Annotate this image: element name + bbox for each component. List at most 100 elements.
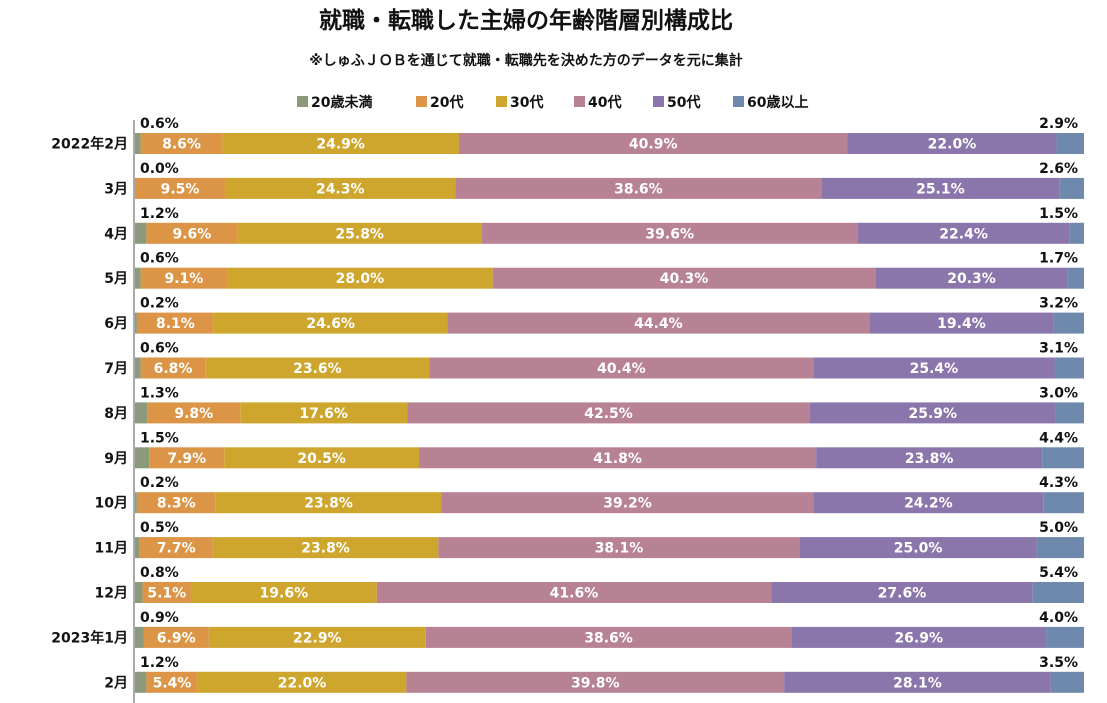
bar-segment-6-5: [1055, 402, 1084, 424]
data-label-8-1: 8.3%: [157, 496, 196, 512]
bar-segment-8-4: [813, 492, 1044, 514]
legend-label-3: 40代: [588, 94, 621, 111]
data-label-2-0: 1.2%: [140, 206, 179, 222]
data-label-4-2: 24.6%: [306, 316, 355, 332]
data-label-2-3: 39.6%: [645, 226, 694, 242]
bar-segment-5-1: [140, 357, 206, 379]
bar-segment-2-5: [1069, 222, 1084, 244]
bar-segment-11-4: [791, 626, 1047, 648]
data-label-12-3: 39.8%: [571, 675, 620, 691]
data-label-5-3: 40.4%: [597, 361, 646, 377]
category-label-5: 7月: [104, 361, 128, 377]
bar-segment-10-3: [376, 582, 772, 603]
bar-segment-1-3: [455, 177, 822, 199]
chart-subtitle: ※しゅふＪＯＢを通じて就職・転職先を決めた方のデータを元に集計: [309, 52, 743, 69]
data-label-9-5: 5.0%: [1039, 520, 1078, 536]
bar-segment-12-5: [1050, 671, 1084, 693]
bar-segment-2-0: [135, 222, 147, 244]
bar-segment-6-2: [240, 402, 408, 424]
bar-segment-7-1: [149, 447, 225, 469]
bar-segment-3-0: [135, 267, 141, 289]
data-label-0-0: 0.6%: [140, 116, 179, 132]
bar-segment-1-4: [821, 177, 1060, 199]
category-label-7: 9月: [104, 451, 128, 467]
data-label-2-2: 25.8%: [335, 226, 384, 242]
data-label-4-1: 8.1%: [156, 316, 195, 332]
bar-segment-2-2: [237, 222, 482, 244]
data-label-7-3: 41.8%: [593, 451, 642, 467]
data-label-2-1: 9.6%: [172, 226, 211, 242]
bar-segment-6-3: [407, 402, 811, 424]
bar-segment-8-2: [215, 492, 442, 514]
data-label-12-5: 3.5%: [1039, 655, 1078, 671]
bar-segment-7-0: [135, 447, 150, 469]
data-label-4-4: 19.4%: [937, 316, 986, 332]
bar-segment-9-1: [139, 537, 213, 559]
legend-label-1: 20代: [430, 94, 463, 111]
bar-segment-3-4: [875, 267, 1068, 289]
data-label-8-5: 4.3%: [1039, 475, 1078, 491]
bar-segment-10-0: [135, 582, 143, 603]
data-label-0-1: 8.6%: [162, 137, 201, 153]
data-label-0-2: 24.9%: [316, 137, 365, 153]
bar-segment-11-5: [1046, 626, 1084, 648]
chart-title: 就職・転職した主婦の年齢階層別構成比: [319, 7, 733, 34]
legend-label-4: 50代: [667, 94, 700, 111]
bar-segment-0-5: [1056, 133, 1084, 154]
data-label-6-1: 9.8%: [174, 406, 213, 422]
data-label-4-3: 44.4%: [634, 316, 683, 332]
data-label-3-5: 1.7%: [1039, 251, 1078, 267]
bar-segment-12-3: [406, 671, 785, 693]
bar-segment-9-5: [1036, 537, 1084, 559]
data-label-12-2: 22.0%: [278, 675, 327, 691]
bar-segment-12-2: [197, 671, 407, 693]
data-label-10-2: 19.6%: [260, 586, 309, 602]
category-label-10: 12月: [95, 586, 128, 602]
data-label-12-1: 5.4%: [153, 675, 192, 691]
bar-segment-11-0: [135, 626, 144, 648]
bar-segment-5-2: [205, 357, 430, 379]
bar-segment-10-5: [1032, 582, 1084, 603]
bar-segment-10-4: [771, 582, 1033, 603]
category-label-8: 10月: [95, 496, 128, 512]
data-label-10-1: 5.1%: [147, 586, 186, 602]
data-label-7-4: 23.8%: [905, 451, 954, 467]
bar-segment-4-1: [136, 312, 214, 334]
data-label-8-2: 23.8%: [304, 496, 353, 512]
bar-segment-0-3: [458, 133, 848, 154]
bar-segment-7-5: [1042, 447, 1084, 469]
data-label-11-3: 38.6%: [584, 630, 633, 646]
data-label-9-4: 25.0%: [894, 541, 943, 557]
bar-segment-8-1: [136, 492, 216, 514]
bar-segment-2-4: [857, 222, 1070, 244]
data-label-10-5: 5.4%: [1039, 565, 1078, 581]
legend-swatch-2: [496, 96, 507, 107]
data-label-9-2: 23.8%: [301, 541, 350, 557]
chart-bars: 0.6% 8.6% 24.9% 40.9% 22.0% 2.9% 0.0% 9.5% 24.3%…: [135, 116, 1084, 693]
bar-segment-3-3: [492, 267, 876, 289]
data-label-5-2: 23.6%: [293, 361, 342, 377]
data-label-3-1: 9.1%: [164, 271, 203, 287]
data-label-9-0: 0.5%: [140, 520, 179, 536]
data-label-0-5: 2.9%: [1039, 116, 1078, 132]
category-label-12: 2月: [104, 675, 128, 691]
data-label-11-2: 22.9%: [293, 630, 342, 646]
data-label-3-3: 40.3%: [660, 271, 709, 287]
bar-segment-12-0: [135, 671, 147, 693]
bar-segment-0-4: [847, 133, 1057, 154]
bar-segment-0-0: [135, 133, 141, 154]
legend-swatch-1: [416, 96, 427, 107]
category-label-11: 2023年1月: [51, 629, 128, 646]
bar-segment-12-4: [784, 671, 1051, 693]
data-label-12-4: 28.1%: [893, 675, 942, 691]
bar-segment-3-1: [140, 267, 228, 289]
category-label-0: 2022年2月: [51, 136, 128, 153]
bar-segment-4-4: [869, 312, 1054, 334]
data-label-6-2: 17.6%: [299, 406, 348, 422]
data-label-5-4: 25.4%: [910, 361, 959, 377]
data-label-8-3: 39.2%: [603, 496, 652, 512]
bar-segment-6-0: [135, 402, 148, 424]
category-label-9: 11月: [95, 541, 128, 557]
data-label-5-0: 0.6%: [140, 341, 179, 357]
